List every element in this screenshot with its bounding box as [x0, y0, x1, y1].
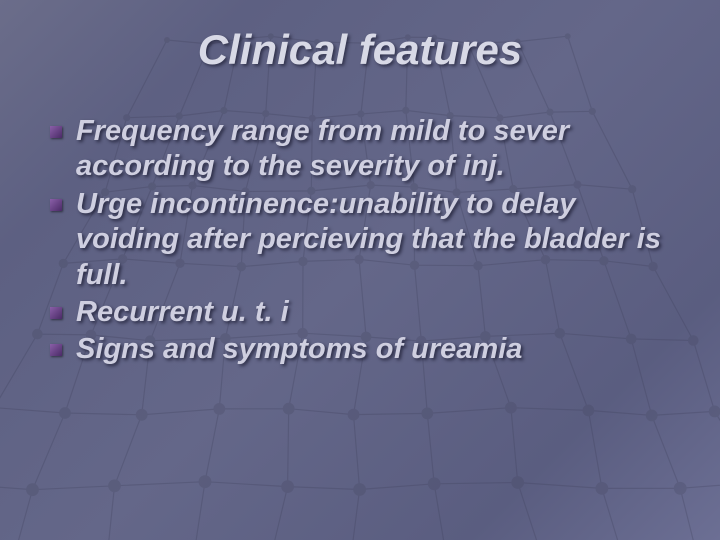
slide-content: Clinical features Frequency range from m… [0, 0, 720, 540]
list-item: Recurrent u. t. i [50, 295, 676, 330]
slide-title: Clinical features [44, 26, 676, 74]
list-item: Urge incontinence:unability to delay voi… [50, 187, 676, 293]
list-item: Frequency range from mild to sever accor… [50, 114, 676, 185]
list-item: Signs and symptoms of ureamia [50, 332, 676, 367]
bullet-list: Frequency range from mild to sever accor… [44, 114, 676, 368]
